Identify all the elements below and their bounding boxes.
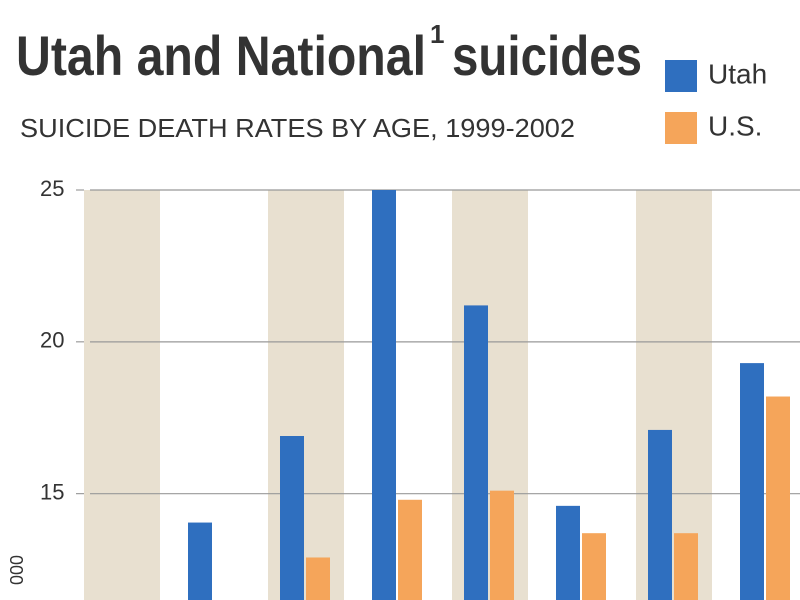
bars	[188, 190, 790, 600]
bar	[464, 305, 488, 600]
bar	[372, 190, 396, 600]
chart-title: Utah and National	[16, 24, 426, 87]
bar	[740, 363, 764, 600]
y-tick-label: 15	[40, 480, 64, 505]
y-axis-label: 000	[7, 555, 27, 585]
legend-swatch	[665, 112, 697, 144]
bar	[674, 533, 698, 600]
legend-label: Utah	[708, 58, 767, 89]
legend-label: U.S.	[708, 110, 762, 141]
bar	[280, 436, 304, 600]
bar	[306, 557, 330, 600]
bar	[582, 533, 606, 600]
chart-title-end: suicides	[452, 24, 642, 87]
y-tick-label: 25	[40, 176, 64, 201]
bar	[490, 490, 514, 600]
band	[268, 190, 344, 600]
legend: Utah U.S.	[665, 58, 767, 144]
legend-swatch	[665, 60, 697, 92]
bar	[648, 429, 672, 600]
bar	[398, 499, 422, 600]
title-footnote: 1	[430, 19, 444, 49]
bar	[556, 505, 580, 600]
chart-subtitle: SUICIDE DEATH RATES BY AGE, 1999-2002	[20, 113, 575, 143]
bar	[766, 396, 790, 600]
y-tick-label: 20	[40, 328, 64, 353]
grid: 15 20 25	[40, 176, 800, 505]
bar	[188, 522, 212, 600]
band	[84, 190, 160, 600]
